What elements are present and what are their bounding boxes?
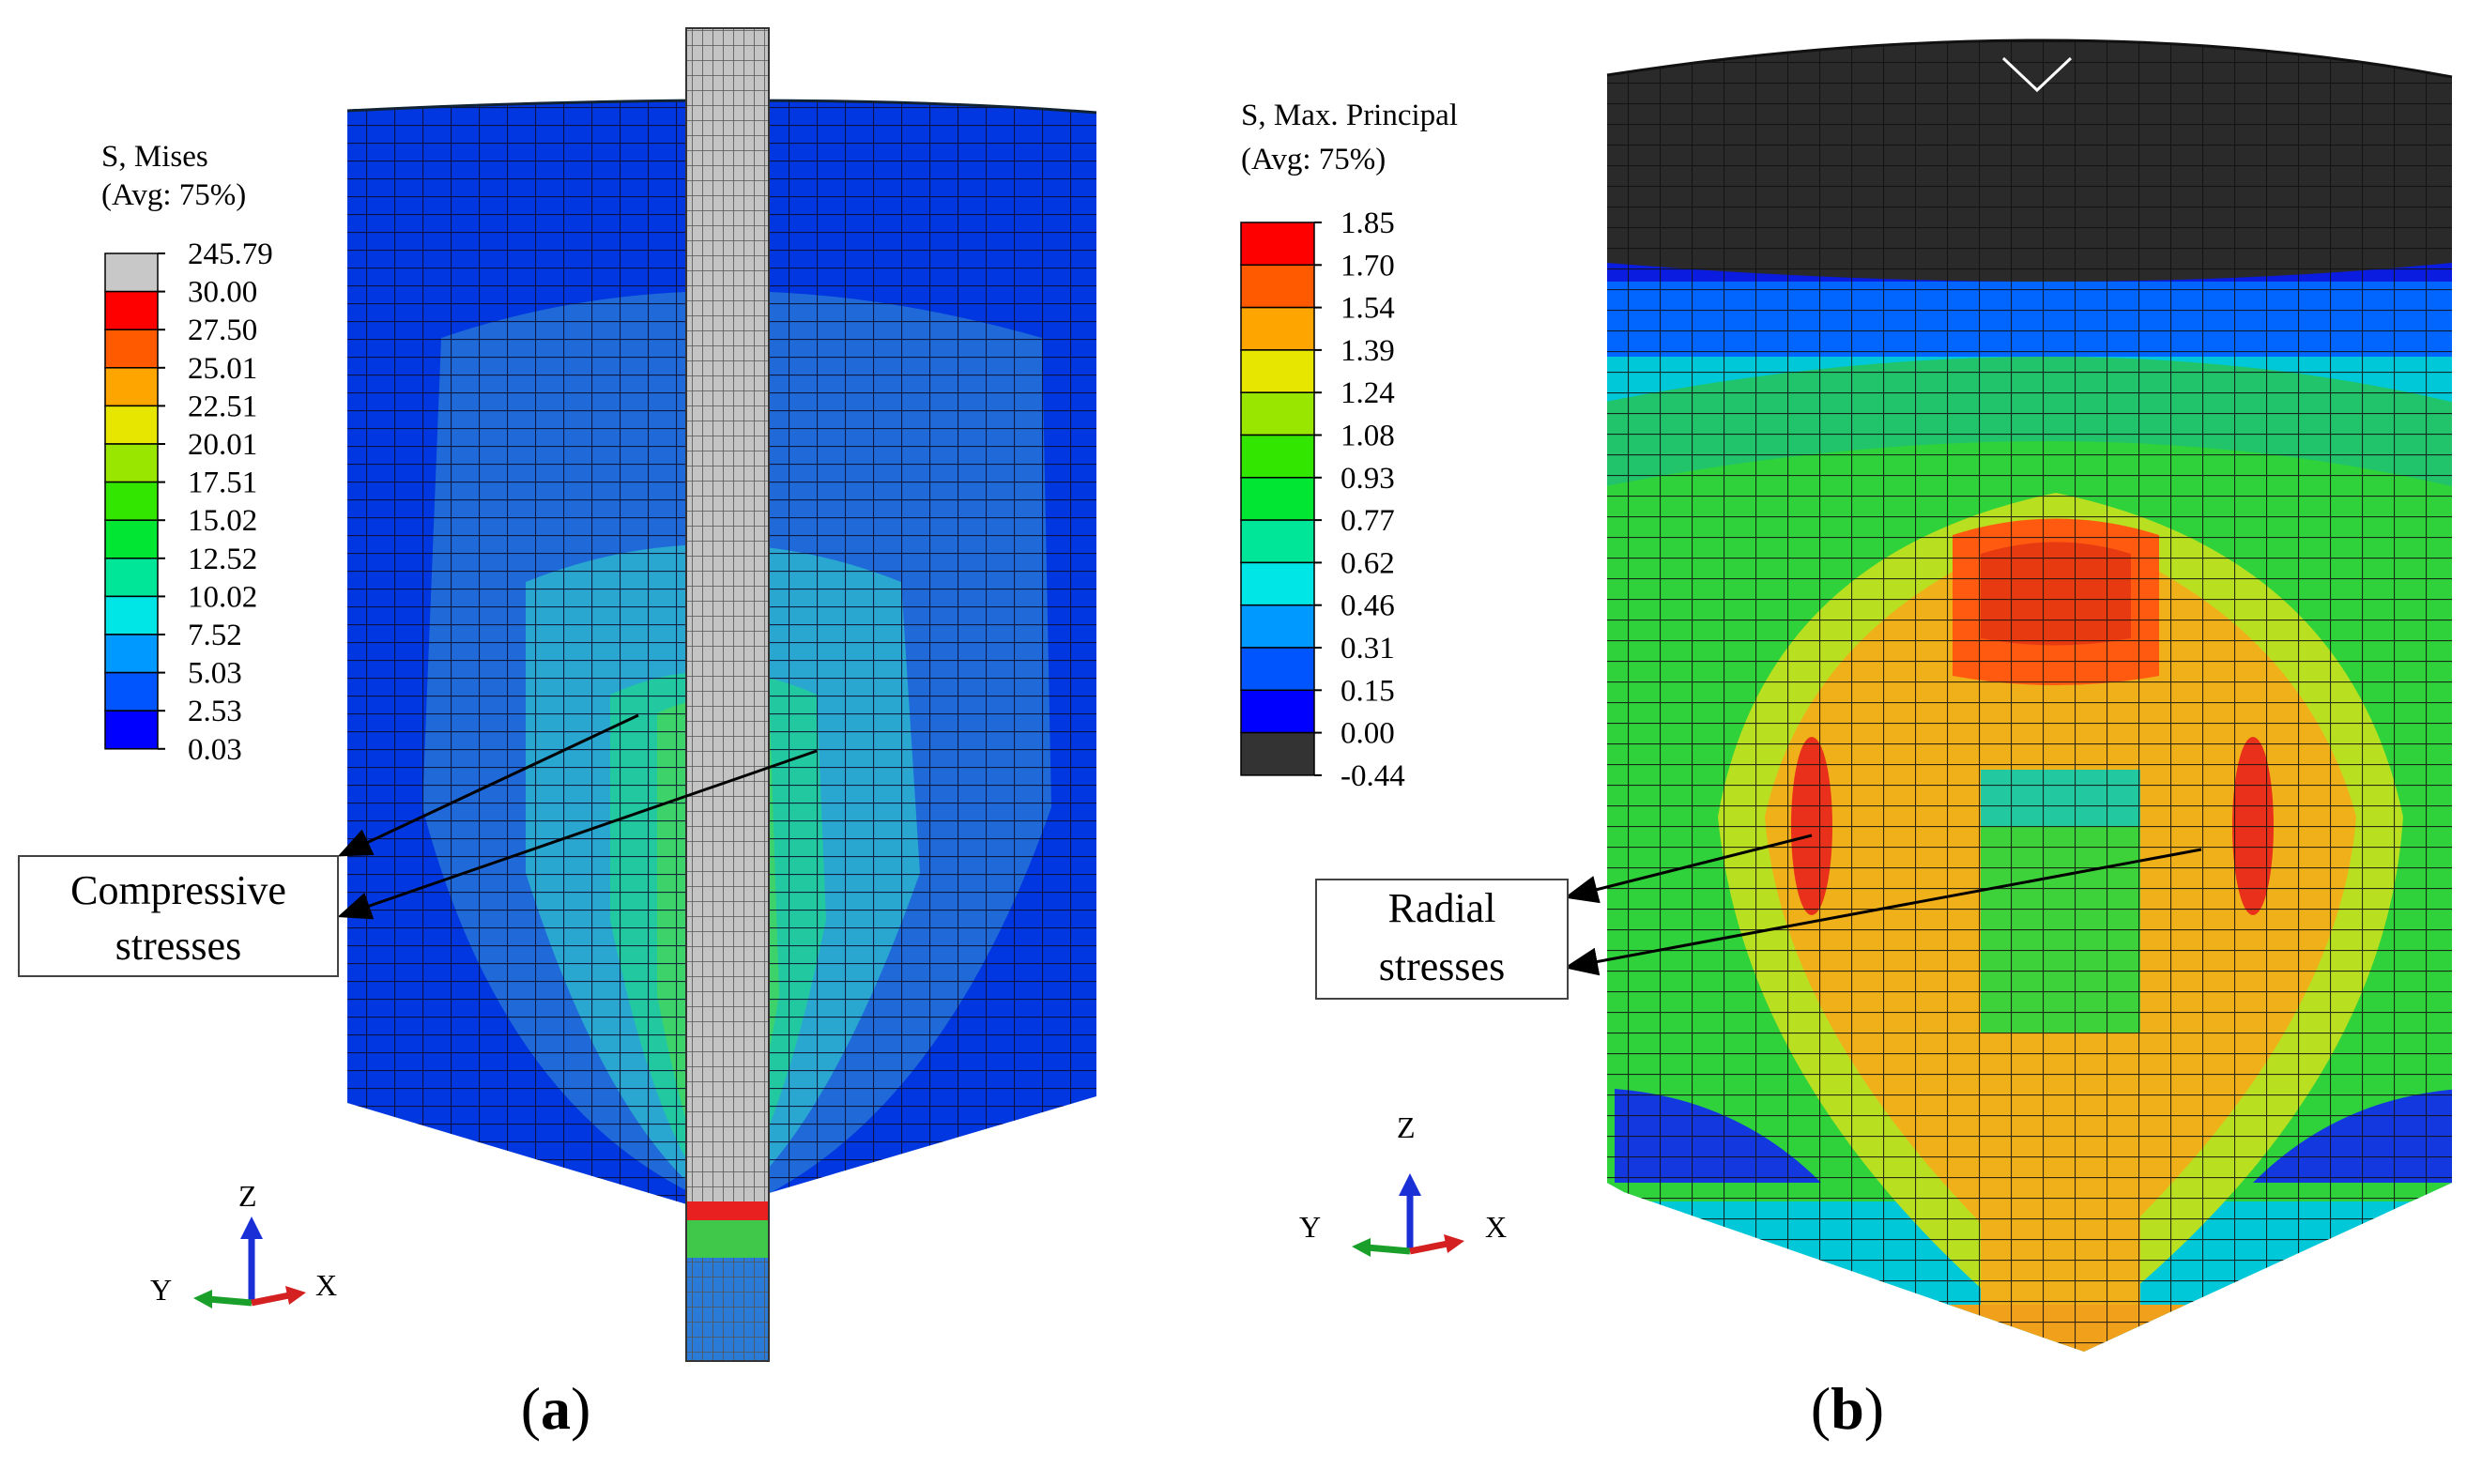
triad-b-z-label: Z bbox=[1397, 1110, 1416, 1144]
legend-value-label: 0.93 bbox=[1341, 462, 1395, 496]
legend-b-colorbar: 1.85 1.70 1.54 1.39 1.24 1.08 0.93 0.77 0.62 0.46… bbox=[1240, 207, 1405, 793]
callout-a-line-1: Compressive bbox=[70, 867, 286, 913]
triad-a-x-label: X bbox=[315, 1268, 337, 1302]
legend-value-label: 22.51 bbox=[188, 390, 257, 423]
legend-value-label: 1.39 bbox=[1341, 334, 1395, 368]
legend-swatch bbox=[104, 367, 159, 407]
callout-b-line-1: Radial bbox=[1388, 885, 1496, 931]
legend-value-label: 20.01 bbox=[188, 428, 257, 462]
legend-swatch bbox=[104, 252, 159, 293]
panel-b-caption: (b) bbox=[1811, 1375, 1884, 1442]
legend-a-colorbar: 245.79 30.00 27.50 25.01 22.51 20.01 17.51 15.0… bbox=[104, 237, 273, 767]
legend-swatch bbox=[104, 443, 159, 483]
legend-value-label: 0.77 bbox=[1341, 504, 1395, 538]
triad-b-y-label: Y bbox=[1299, 1210, 1321, 1244]
legend-swatch bbox=[1240, 222, 1315, 267]
legend-swatch bbox=[1240, 689, 1315, 734]
legend-value-label: 0.03 bbox=[188, 733, 242, 767]
panel-b-callout: Radial stresses bbox=[1315, 834, 2202, 1000]
callout-b-arrow-1 bbox=[1564, 834, 1813, 904]
triad-b-x-label: X bbox=[1485, 1210, 1507, 1244]
panel-a-legend: S, Mises (Avg: 75%) 245.79 30.00 27.50 25.0… bbox=[101, 140, 273, 767]
legend-value-label: 1.70 bbox=[1341, 249, 1395, 283]
callout-a-arrow-1 bbox=[337, 713, 639, 857]
callout-b-box bbox=[1315, 879, 1569, 1000]
legend-swatch bbox=[1240, 391, 1315, 436]
legend-value-label: 12.52 bbox=[188, 543, 257, 576]
panel-a-caption: (a) bbox=[521, 1375, 591, 1442]
legend-value-label: 0.15 bbox=[1341, 674, 1395, 708]
legend-swatch bbox=[1240, 647, 1315, 692]
legend-swatch bbox=[1240, 306, 1315, 351]
legend-value-label: -0.44 bbox=[1341, 759, 1405, 793]
legend-value-label: 1.24 bbox=[1341, 376, 1395, 410]
legend-value-label: 0.31 bbox=[1341, 632, 1395, 666]
panel-b-legend: S, Max. Principal (Avg: 75%) 1.85 1.70 1.5… bbox=[1240, 99, 1458, 793]
legend-swatch bbox=[1240, 604, 1315, 649]
legend-swatch bbox=[104, 519, 159, 559]
callout-a-box bbox=[18, 855, 339, 977]
legend-value-label: 5.03 bbox=[188, 657, 242, 691]
legend-swatch bbox=[104, 558, 159, 598]
triad-a-x-axis bbox=[251, 1292, 290, 1307]
legend-swatch bbox=[104, 595, 159, 635]
triad-a-z-label: Z bbox=[238, 1179, 257, 1213]
legend-value-label: 0.62 bbox=[1341, 546, 1395, 580]
triad-a-x-arrowhead bbox=[285, 1286, 306, 1305]
legend-value-label: 1.85 bbox=[1341, 207, 1395, 240]
legend-swatch bbox=[104, 634, 159, 674]
triad-b-x-arrowhead bbox=[1444, 1234, 1464, 1253]
legend-value-label: 245.79 bbox=[188, 237, 273, 271]
legend-swatch bbox=[104, 481, 159, 521]
legend-value-label: 1.54 bbox=[1341, 292, 1395, 326]
triad-b-x-axis bbox=[1409, 1240, 1448, 1255]
legend-swatch bbox=[1240, 519, 1315, 564]
callout-b-line-2: stresses bbox=[1379, 943, 1505, 989]
panel-a-model bbox=[346, 27, 1097, 1362]
legend-a-subtitle: (Avg: 75%) bbox=[101, 178, 246, 212]
triad-a-y-arrowhead bbox=[193, 1290, 212, 1308]
legend-a-title: S, Mises bbox=[101, 140, 208, 174]
triad-a-z-arrowhead bbox=[240, 1216, 263, 1239]
callout-b-arrow-2 bbox=[1564, 848, 2202, 976]
legend-swatch bbox=[104, 710, 159, 750]
legend-value-label: 7.52 bbox=[188, 619, 242, 652]
panel-b-model bbox=[1606, 38, 2453, 1353]
legend-value-label: 0.46 bbox=[1341, 589, 1395, 623]
legend-b-title: S, Max. Principal bbox=[1241, 99, 1458, 132]
legend-swatch bbox=[1240, 731, 1315, 776]
legend-value-label: 17.51 bbox=[188, 467, 257, 500]
legend-value-label: 15.02 bbox=[188, 504, 257, 538]
legend-b-subtitle: (Avg: 75%) bbox=[1241, 143, 1386, 176]
legend-swatch bbox=[104, 290, 159, 330]
legend-value-label: 1.08 bbox=[1341, 420, 1395, 453]
triad-b-y-arrowhead bbox=[1352, 1238, 1371, 1257]
legend-value-label: 2.53 bbox=[188, 695, 242, 728]
panel-a-callout: Compressive stresses bbox=[18, 713, 818, 977]
legend-swatch bbox=[104, 405, 159, 445]
triad-a-y-label: Y bbox=[150, 1273, 172, 1307]
legend-value-label: 27.50 bbox=[188, 314, 257, 347]
symmetry-marker bbox=[2001, 56, 2073, 93]
legend-swatch bbox=[104, 329, 159, 369]
legend-swatch bbox=[1240, 434, 1315, 479]
legend-value-label: 25.01 bbox=[188, 352, 257, 386]
legend-swatch bbox=[1240, 264, 1315, 309]
legend-swatch bbox=[104, 671, 159, 711]
legend-swatch bbox=[1240, 477, 1315, 521]
triad-a-y-axis bbox=[207, 1295, 253, 1307]
panel-a-axis-triad: Z Y X bbox=[150, 1179, 337, 1308]
triad-b-y-axis bbox=[1366, 1244, 1411, 1255]
legend-value-label: 30.00 bbox=[188, 276, 257, 310]
legend-value-label: 10.02 bbox=[188, 580, 257, 614]
legend-swatch bbox=[1240, 349, 1315, 393]
callout-a-line-2: stresses bbox=[115, 923, 241, 969]
legend-value-label: 0.00 bbox=[1341, 717, 1395, 751]
callout-a-arrow-2 bbox=[337, 749, 818, 920]
triad-b-z-arrowhead bbox=[1399, 1173, 1421, 1196]
legend-swatch bbox=[1240, 561, 1315, 606]
panel-b-axis-triad: Z Y X bbox=[1299, 1110, 1507, 1257]
